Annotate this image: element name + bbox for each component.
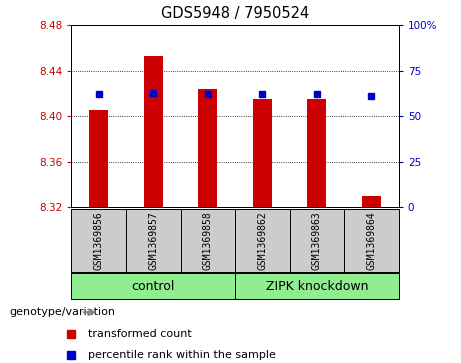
- Title: GDS5948 / 7950524: GDS5948 / 7950524: [161, 7, 309, 21]
- Text: GSM1369858: GSM1369858: [203, 211, 213, 270]
- Text: GSM1369864: GSM1369864: [366, 211, 377, 270]
- Bar: [144, 56, 163, 207]
- Text: GSM1369862: GSM1369862: [257, 211, 267, 270]
- Text: genotype/variation: genotype/variation: [9, 307, 115, 317]
- Text: GSM1369856: GSM1369856: [94, 211, 104, 270]
- Bar: [362, 196, 381, 207]
- Text: control: control: [131, 280, 175, 293]
- Bar: [198, 89, 218, 207]
- Bar: [89, 110, 108, 207]
- Bar: [307, 99, 326, 207]
- FancyBboxPatch shape: [71, 273, 235, 299]
- Text: ZIPK knockdown: ZIPK knockdown: [266, 280, 368, 293]
- Text: transformed count: transformed count: [88, 329, 191, 339]
- Bar: [253, 99, 272, 207]
- Text: GSM1369857: GSM1369857: [148, 211, 158, 270]
- FancyBboxPatch shape: [235, 273, 399, 299]
- Text: GSM1369863: GSM1369863: [312, 211, 322, 270]
- Text: percentile rank within the sample: percentile rank within the sample: [88, 350, 276, 360]
